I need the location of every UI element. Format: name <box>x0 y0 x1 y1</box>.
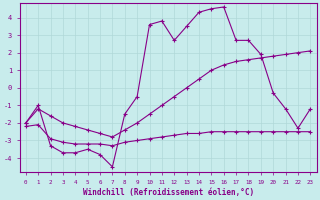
X-axis label: Windchill (Refroidissement éolien,°C): Windchill (Refroidissement éolien,°C) <box>83 188 254 197</box>
